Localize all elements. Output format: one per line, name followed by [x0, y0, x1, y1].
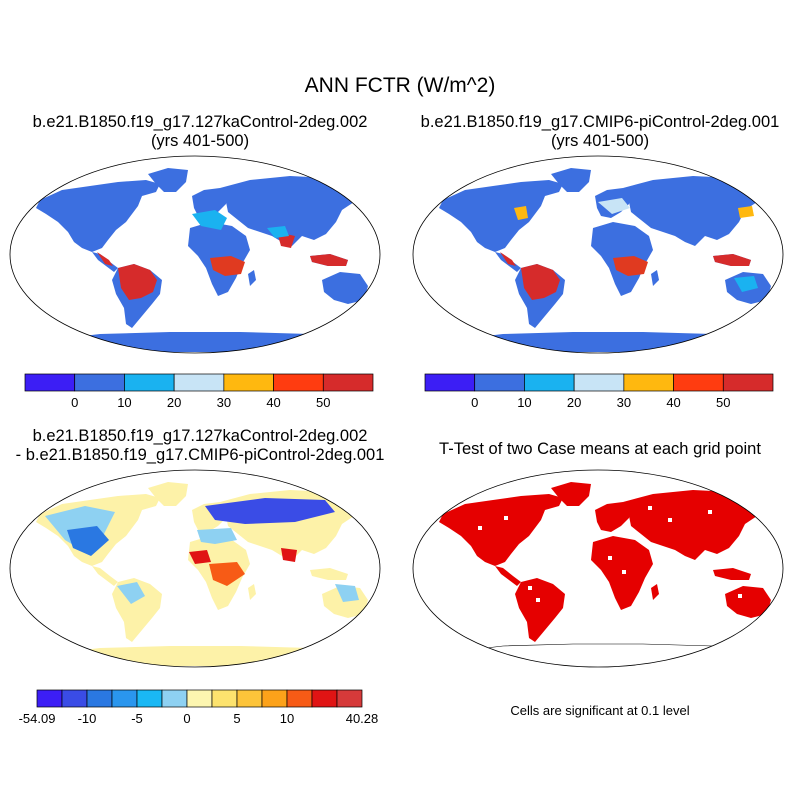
- panel2-colorbar: 0 10 20 30 40 50: [424, 373, 774, 410]
- colorbar-box: [261, 689, 288, 708]
- colorbar-box: [74, 373, 125, 392]
- colorbar-box: [186, 689, 213, 708]
- colorbar-tick-label: 0: [471, 395, 478, 410]
- significance-note: Cells are significant at 0.1 level: [510, 703, 690, 718]
- colorbar-tick-label: 30: [617, 395, 631, 410]
- colorbar-box: [86, 689, 113, 708]
- colorbar-box: [61, 689, 88, 708]
- panel2-map: [412, 155, 784, 354]
- colorbar-box: [322, 373, 374, 392]
- panel3-title-line2: - b.e21.B1850.f19_g17.CMIP6-piControl-2d…: [15, 446, 385, 464]
- colorbar-box: [623, 373, 674, 392]
- colorbar-tick-label: 0: [71, 395, 78, 410]
- figure-title: ANN FCTR (W/m^2): [304, 74, 496, 97]
- colorbar-box: [722, 373, 774, 392]
- colorbar-box: [311, 689, 338, 708]
- panel4-map: [412, 469, 784, 668]
- colorbar-tick-label: -5: [131, 711, 143, 726]
- colorbar-tick-label: -10: [78, 711, 97, 726]
- panel3-colorbar: -54.09 -10 -5 0 5 10 40.28: [19, 689, 378, 726]
- colorbar-tick-label: 40: [266, 395, 280, 410]
- panel1-title-line2: (yrs 401-500): [150, 132, 250, 150]
- colorbar-box: [573, 373, 625, 392]
- colorbar-tick-label: 0: [183, 711, 190, 726]
- colorbar-box: [336, 689, 363, 708]
- colorbar-tick-label: 40: [666, 395, 680, 410]
- colorbar-box: [273, 373, 324, 392]
- colorbar-box: [24, 373, 76, 392]
- colorbar-box: [424, 373, 476, 392]
- colorbar-box: [524, 373, 575, 392]
- colorbar-tick-label: 50: [316, 395, 330, 410]
- colorbar-box: [136, 689, 163, 708]
- colorbar-tick-label: -54.09: [19, 711, 56, 726]
- colorbar-box: [161, 689, 188, 708]
- colorbar-box: [111, 689, 138, 708]
- colorbar-tick-label: 10: [280, 711, 294, 726]
- colorbar-box: [173, 373, 225, 392]
- panel3-title-line1: b.e21.B1850.f19_g17.127kaControl-2deg.00…: [32, 427, 368, 445]
- colorbar-tick-label: 20: [567, 395, 581, 410]
- colorbar-box: [474, 373, 525, 392]
- colorbar-box: [286, 689, 313, 708]
- colorbar-box: [36, 689, 63, 708]
- panel1-title-line1: b.e21.B1850.f19_g17.127kaControl-2deg.00…: [32, 113, 368, 131]
- colorbar-tick-label: 10: [117, 395, 131, 410]
- panel1-colorbar: 0 10 20 30 40 50: [24, 373, 374, 410]
- colorbar-box: [673, 373, 724, 392]
- panel4-title: T-Test of two Case means at each grid po…: [439, 440, 761, 458]
- panel2-title-line2: (yrs 401-500): [550, 132, 650, 150]
- colorbar-box: [124, 373, 175, 392]
- colorbar-tick-label: 10: [517, 395, 531, 410]
- colorbar-tick-label: 40.28: [346, 711, 379, 726]
- colorbar-tick-label: 20: [167, 395, 181, 410]
- colorbar-tick-label: 50: [716, 395, 730, 410]
- panel1-map: [9, 155, 381, 354]
- colorbar-box: [236, 689, 263, 708]
- panel2-title-line1: b.e21.B1850.f19_g17.CMIP6-piControl-2deg…: [420, 113, 780, 131]
- colorbar-tick-label: 30: [217, 395, 231, 410]
- colorbar-box: [223, 373, 274, 392]
- colorbar-box: [211, 689, 238, 708]
- panel3-map: [9, 469, 381, 668]
- colorbar-tick-label: 5: [233, 711, 240, 726]
